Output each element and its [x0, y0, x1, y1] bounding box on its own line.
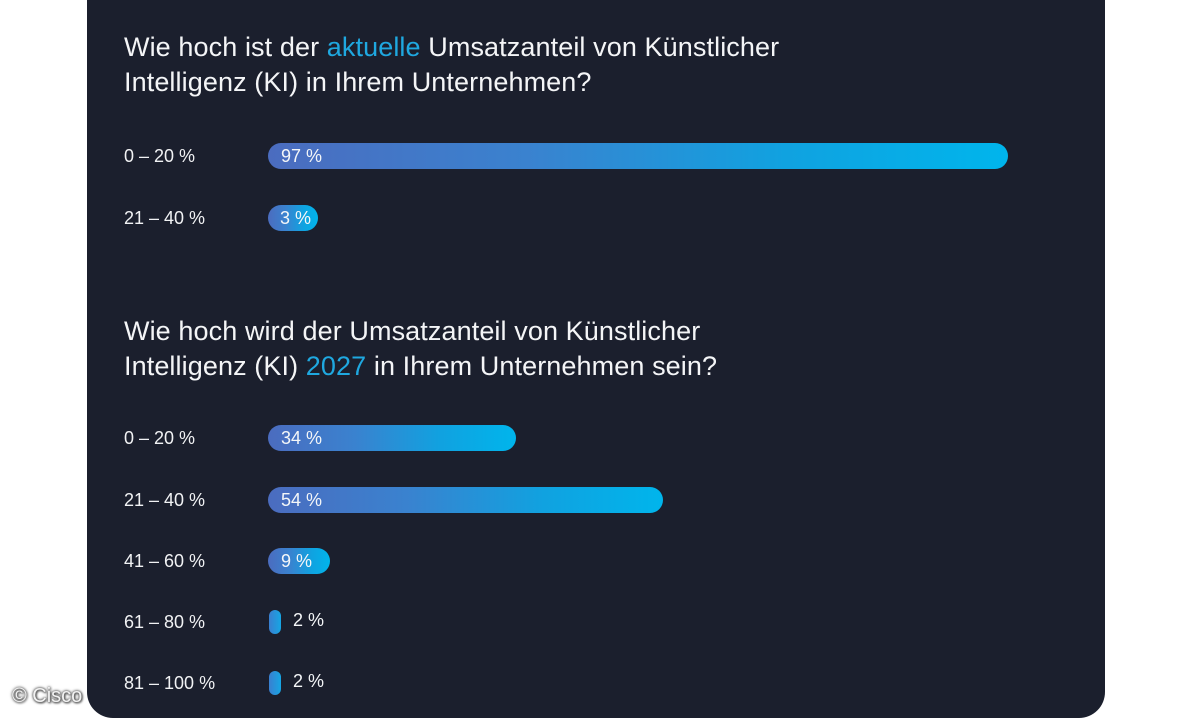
- q2-bar-row: 81 – 100 % 2 %: [124, 670, 1084, 696]
- q1-bar-row: 0 – 20 % 97 %: [124, 143, 1084, 169]
- category-label: 21 – 40 %: [124, 208, 206, 228]
- bar: [269, 671, 281, 695]
- bar: [269, 610, 281, 634]
- value-label: 34 %: [281, 428, 323, 448]
- q2-title-highlight: 2027: [305, 351, 367, 381]
- q2-title: Wie hoch wird der Umsatzanteil von Künst…: [124, 314, 717, 384]
- q2-title-line1: Wie hoch wird der Umsatzanteil von Künst…: [124, 316, 701, 346]
- chart-card: [87, 0, 1105, 718]
- q2-title-text: Intelligenz (KI): [124, 351, 306, 381]
- value-label: 3 %: [280, 208, 312, 228]
- category-label: 61 – 80 %: [124, 612, 206, 632]
- bar: [268, 143, 1008, 169]
- bar: [268, 205, 318, 231]
- category-label: 0 – 20 %: [124, 146, 196, 166]
- q2-title-text: in Ihrem Unternehmen sein?: [366, 351, 718, 381]
- value-label: 97 %: [281, 146, 323, 166]
- q1-bar-row: 21 – 40 % 3 %: [124, 205, 1084, 231]
- q2-bar-row: 61 – 80 % 2 %: [124, 609, 1084, 635]
- copyright-notice: © Cisco: [12, 685, 83, 707]
- q1-title: Wie hoch ist der aktuelle Umsatzanteil v…: [124, 30, 779, 100]
- value-label: 9 %: [281, 551, 313, 571]
- q2-bar-row: 41 – 60 % 9 %: [124, 548, 1084, 574]
- q2-bar-row: 21 – 40 % 54 %: [124, 487, 1084, 513]
- q2-bar-row: 0 – 20 % 34 %: [124, 425, 1084, 451]
- category-label: 0 – 20 %: [124, 428, 196, 448]
- value-label: 2 %: [293, 671, 325, 691]
- value-label: 2 %: [293, 610, 325, 630]
- q1-title-text: Wie hoch ist der: [124, 32, 327, 62]
- value-label: 54 %: [281, 490, 323, 510]
- category-label: 41 – 60 %: [124, 551, 206, 571]
- bar: [268, 548, 330, 574]
- category-label: 81 – 100 %: [124, 673, 216, 693]
- bar: [268, 425, 516, 451]
- q1-title-highlight: aktuelle: [326, 32, 421, 62]
- category-label: 21 – 40 %: [124, 490, 206, 510]
- q1-title-text: Umsatzanteil von Künstlicher: [420, 32, 780, 62]
- bar: [268, 487, 663, 513]
- q1-title-line2: Intelligenz (KI) in Ihrem Unternehmen?: [124, 67, 592, 97]
